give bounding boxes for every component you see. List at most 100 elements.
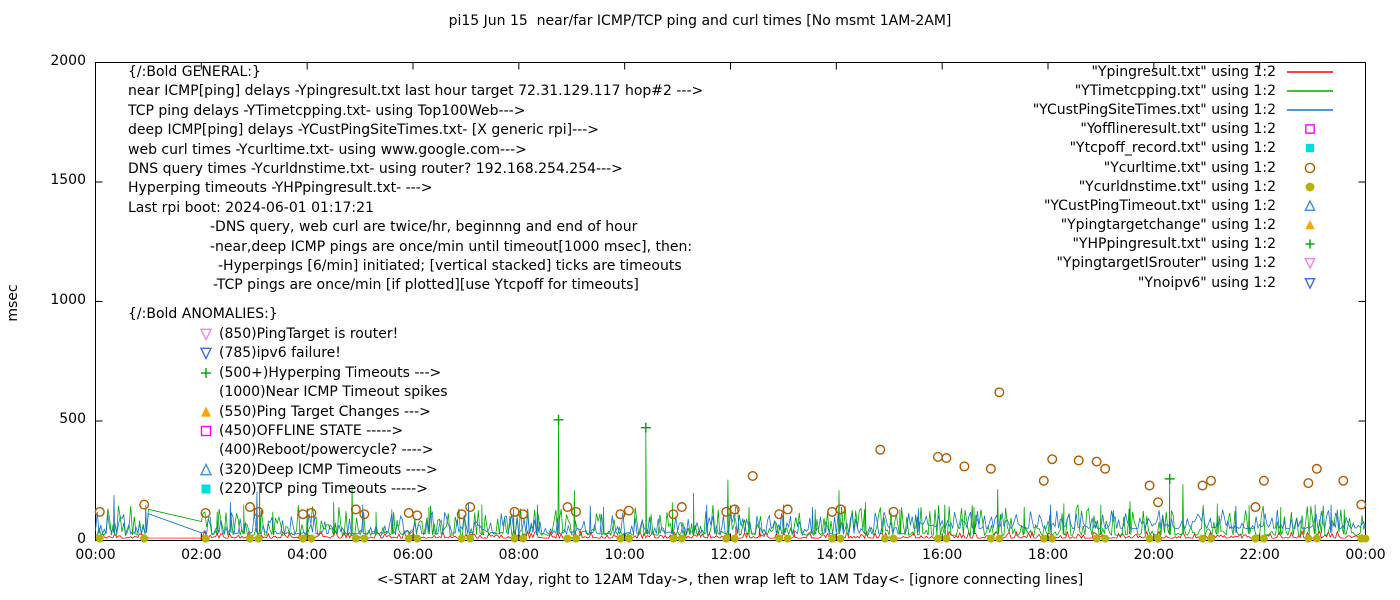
general-annotation-line: -Hyperpings [6/min] initiated; [vertical… [218,257,682,274]
anomaly-item: (450)OFFLINE STATE -----> [197,421,448,440]
legend-label: "Ytcpoff_record.txt" using 1:2 [1069,140,1276,157]
series-YHPpingresult [553,414,1175,484]
general-annotation-line: web curl times -Ycurltime.txt- using www… [128,141,527,158]
line-sample-icon [1287,109,1333,111]
general-annotations: {/:Bold GENERAL:} near ICMP[ping] delays … [128,63,703,296]
anomaly-item: (550)Ping Target Changes ---> [197,402,448,421]
anomaly-item: (1000)Near ICMP Timeout spikes [197,383,448,402]
legend-item: "Ynoipv6" using 1:2 [1033,273,1336,292]
y-tick-label: 1000 [50,291,86,308]
anomaly-label: (850)PingTarget is router! [219,326,399,343]
anomaly-label: (450)OFFLINE STATE -----> [219,423,404,440]
legend-label: "Ycurltime.txt" using 1:2 [1103,159,1276,176]
legend-label: "Ynoipv6" using 1:2 [1137,274,1276,291]
anomaly-item: (785)ipv6 failure! [197,344,448,363]
legend-item: "Ycurltime.txt" using 1:2 [1033,158,1336,177]
legend-item: "Ypingresult.txt" using 1:2 [1033,62,1336,81]
triangle-up-filled-icon [201,406,211,417]
triangle-up-open-icon [199,462,213,476]
triangle-up-open-icon [1304,199,1316,211]
anomaly-item: (500+)Hyperping Timeouts ---> [197,363,448,382]
no-marker-spacer [197,442,215,458]
x-tick-label: 06:00 [392,547,434,563]
x-tick-label: 10:00 [604,547,645,563]
legend-item: "YpingtargetISrouter" using 1:2 [1033,254,1336,273]
no-marker-spacer [197,384,215,400]
chart-title: pi15 Jun 15 near/far ICMP/TCP ping and c… [448,13,952,29]
legend-label: "YCustPingTimeout.txt" using 1:2 [1043,197,1276,214]
triangle-down-open-icon [199,328,213,342]
plus-icon [1305,239,1315,249]
x-tick-label: 04:00 [286,547,328,563]
x-tick-label: 22:00 [1239,547,1280,563]
anomaly-label: (785)ipv6 failure! [219,345,341,362]
anomaly-item: (220)TCP ping Timeouts -----> [197,480,448,499]
x-tick-label: 02:00 [181,547,222,563]
x-tick-label: 20:00 [1133,547,1175,563]
square-filled-icon [1305,144,1315,153]
x-tick-label: 08:00 [498,547,540,563]
anomaly-label: (1000)Near ICMP Timeout spikes [219,384,448,401]
general-annotation-line: -near,deep ICMP pings are once/min until… [210,238,693,255]
series-YCustPingSiteTimes [95,491,1366,536]
legend-item: "Ytcpoff_record.txt" using 1:2 [1033,139,1336,158]
anomaly-item: (320)Deep ICMP Timeouts ----> [197,460,448,479]
legend-item: "YTimetcpping.txt" using 1:2 [1033,81,1336,100]
legend-item: "YHPpingresult.txt" using 1:2 [1033,235,1336,254]
legend-label: "YTimetcpping.txt" using 1:2 [1074,82,1276,99]
triangle-down-open-icon [1304,258,1316,271]
general-annotation-line: {/:Bold GENERAL:} [128,64,261,80]
x-tick-label: 12:00 [710,547,751,563]
general-annotation-line: Hyperping timeouts -YHPpingresult.txt- -… [128,180,433,197]
x-tick-label: 00:00 [1345,547,1386,563]
general-annotation-line: deep ICMP[ping] delays -YCustPingSiteTim… [128,122,599,139]
circle-open-icon [1304,162,1316,173]
y-tick-label: 0 [77,530,86,547]
series-Ycurltime [94,387,1367,521]
x-tick-label: 14:00 [816,547,857,563]
legend-item: "Ypingtargetchange" using 1:2 [1033,216,1336,235]
x-axis-label: <-START at 2AM Yday, right to 12AM Tday-… [376,572,1084,588]
anomaly-item: (850)PingTarget is router! [197,324,448,343]
general-annotation-line: -TCP pings are once/min [if plotted][use… [213,277,639,294]
legend-item: "Yofflineresult.txt" using 1:2 [1033,120,1336,139]
legend-label: "Ypingtargetchange" using 1:2 [1060,217,1276,234]
anomaly-label: (400)Reboot/powercycle? ----> [219,442,434,459]
line-sample-icon [1287,90,1333,92]
general-annotation-line: near ICMP[ping] delays -Ypingresult.txt … [128,83,704,100]
legend-label: "YCustPingSiteTimes.txt" using 1:2 [1032,101,1276,118]
anomalies-header: {/:Bold ANOMALIES:} [128,306,278,322]
anomalies-annotations: {/:Bold ANOMALIES:} (850)PingTarget is ro… [128,305,448,499]
legend: "Ypingresult.txt" using 1:2 "YTimetcpping… [1033,62,1336,292]
series-Ypingresult [95,526,1366,540]
anomaly-label: (320)Deep ICMP Timeouts ----> [219,461,438,478]
anomaly-label: (550)Ping Target Changes ---> [219,403,431,420]
general-annotation-line: DNS query times -Ycurldnstime.txt- using… [128,160,623,177]
legend-label: "Ycurldnstime.txt" using 1:2 [1078,178,1276,195]
anomaly-item: (400)Reboot/powercycle? ----> [197,441,448,460]
circle-filled-icon [1305,182,1315,192]
legend-label: "Yofflineresult.txt" using 1:2 [1080,121,1276,138]
triangle-down-open-icon [1304,277,1316,290]
x-tick-label: 00:00 [75,547,116,563]
general-annotation-line: -DNS query, web curl are twice/hr, begin… [210,219,638,236]
x-tick-label: 18:00 [1027,547,1069,563]
y-axis-label: msec [5,284,21,322]
legend-item: "YCustPingTimeout.txt" using 1:2 [1033,196,1336,215]
general-annotation-line: Last rpi boot: 2024-06-01 01:17:21 [128,199,374,216]
square-open-icon [200,425,212,437]
y-tick-label: 1500 [50,172,86,188]
legend-label: "YHPpingresult.txt" using 1:2 [1072,236,1276,253]
series-Ycurldnstime [95,534,1370,543]
legend-item: "YCustPingSiteTimes.txt" using 1:2 [1033,100,1336,119]
legend-label: "Ypingresult.txt" using 1:2 [1091,63,1276,80]
y-tick-label: 500 [59,411,86,427]
x-tick-label: 16:00 [921,547,963,563]
square-open-icon [1305,124,1315,134]
line-sample-icon [1287,70,1333,73]
square-filled-icon [201,484,211,494]
general-annotation-line: TCP ping delays -YTimetcpping.txt- using… [128,102,526,119]
legend-item: "Ycurldnstime.txt" using 1:2 [1033,177,1336,196]
